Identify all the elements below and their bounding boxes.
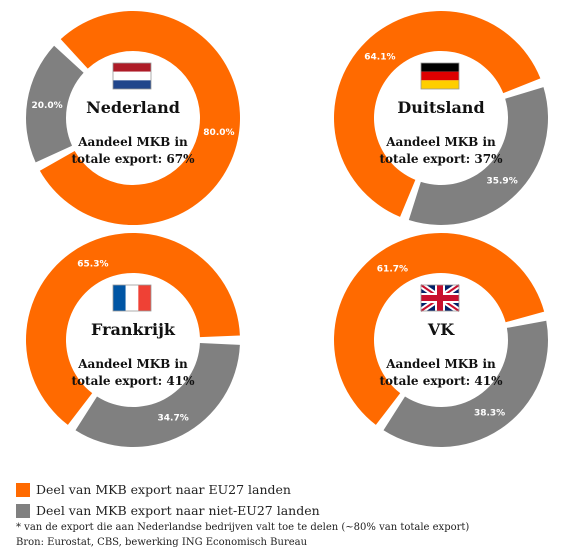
share-text-line1: Aandeel MKB in	[77, 357, 188, 371]
share-text-line2: totale export: 37%	[380, 152, 504, 166]
footnote: * van de export die aan Nederlandse bedr…	[16, 522, 470, 533]
slice-label-eu: 64.1%	[364, 53, 395, 63]
slice-label-eu: 65.3%	[77, 259, 108, 269]
share-text-line1: Aandeel MKB in	[385, 135, 496, 149]
share-text-line2: totale export: 41%	[72, 374, 196, 388]
legend-label-eu: Deel van MKB export naar EU27 landen	[36, 482, 291, 497]
chart-frankrijk: 65.3% 34.7% Frankrijk Aandeel MKB in totale …	[26, 232, 240, 447]
slice-label-eu: 61.7%	[377, 264, 408, 274]
netherlands-flag-icon	[112, 62, 152, 90]
chart-duitsland: 64.1% 35.9% Duitsland Aandeel MKB in totale …	[333, 10, 548, 226]
share-text-line2: totale export: 41%	[380, 374, 504, 388]
slice-label-non-eu: 35.9%	[486, 176, 517, 186]
slice-non-eu	[408, 87, 548, 226]
slice-non-eu	[26, 45, 84, 163]
country-name: VK	[427, 320, 455, 339]
source-note: Bron: Eurostat, CBS, bewerking ING Econo…	[16, 537, 308, 548]
legend-swatch-non-eu	[16, 503, 30, 518]
slice-eu	[333, 10, 541, 217]
slice-label-non-eu: 38.3%	[474, 409, 505, 419]
slice-label-non-eu: 20.0%	[31, 101, 62, 111]
france-flag-icon	[112, 284, 152, 312]
slice-label-non-eu: 34.7%	[158, 414, 189, 424]
country-name: Duitsland	[397, 98, 484, 117]
chart-nederland: 80.0% 20.0% Nederland Aandeel MKB in totale …	[26, 11, 240, 225]
legend-swatch-eu	[16, 482, 30, 497]
slice-label-eu: 80.0%	[203, 128, 234, 138]
donut-charts: 80.0% 20.0% Nederland Aandeel MKB in totale …	[26, 10, 548, 447]
slice-non-eu	[75, 343, 240, 447]
legend-label-non-eu: Deel van MKB export naar niet-EU27 lande…	[36, 503, 320, 518]
slice-eu	[39, 11, 240, 225]
share-text-line1: Aandeel MKB in	[77, 135, 188, 149]
country-name: Nederland	[86, 98, 180, 117]
uk-flag-icon	[419, 282, 461, 314]
legend-item-eu: Deel van MKB export naar EU27 landen	[16, 482, 291, 497]
germany-flag-icon	[420, 62, 460, 90]
share-text-line1: Aandeel MKB in	[385, 357, 496, 371]
slice-non-eu	[383, 320, 548, 447]
slice-eu	[26, 232, 240, 425]
legend-item-non-eu: Deel van MKB export naar niet-EU27 lande…	[16, 503, 320, 518]
country-name: Frankrijk	[91, 320, 176, 339]
slice-eu	[333, 232, 545, 425]
chart-vk: 61.7% 38.3% VK Aandeel MKB in totale export:…	[333, 232, 548, 447]
share-text-line2: totale export: 67%	[72, 152, 196, 166]
